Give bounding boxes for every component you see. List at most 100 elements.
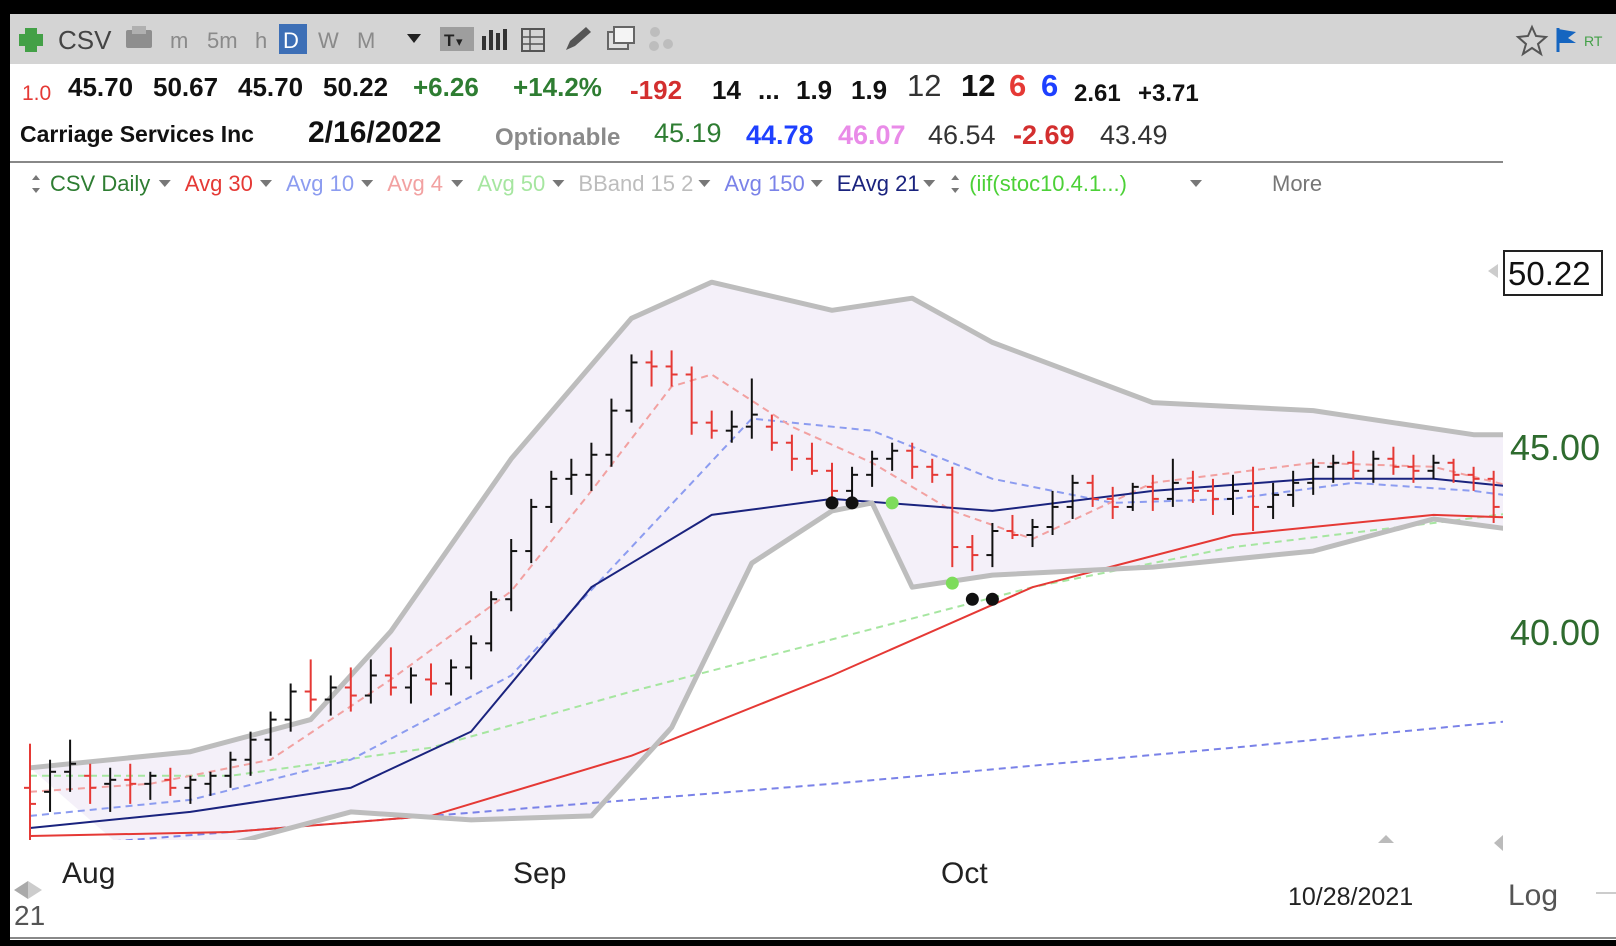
ohlc-bar [585,442,598,491]
quote-change-pct: +14.2% [513,72,602,102]
ohlc-bar [64,739,77,792]
ohlc-bar [1367,450,1380,483]
ohlc-bar [1467,466,1480,491]
legend-item[interactable]: BBand 15 2 [578,171,693,196]
ohlc-bar [1487,470,1500,523]
ohlc-bar [1267,482,1280,519]
quote-v4: 1.9 [851,75,887,105]
date-label: 10/28/2021 [1288,883,1413,911]
legend-item[interactable]: EAvg 21 [837,171,920,196]
text-toggle-icon[interactable]: T ▾ [440,27,474,51]
ohlc-bar [545,470,558,523]
share-icon[interactable] [649,27,673,51]
legend-dropdown-icon[interactable] [260,180,272,187]
plus-icon[interactable] [19,28,43,52]
legend-more[interactable]: More [1272,171,1322,196]
rt-label[interactable]: RT [1584,33,1603,49]
legend-item[interactable]: Avg 10 [286,171,354,196]
ohlc-bar [1227,474,1239,515]
legend-item[interactable]: Avg 4 [387,171,443,196]
toolbar-symbol[interactable]: CSV [58,25,112,55]
quote-v5: 12 [907,68,941,103]
ohlc-bar [264,711,277,756]
quote-ellipsis: ... [758,75,780,105]
legend-sort-icon[interactable] [32,175,40,193]
price-axis: 45.00 40.00 50.22 [1488,250,1603,653]
scroll-up-icon[interactable] [1378,835,1394,843]
ohlc-bar [164,767,177,796]
volume-scale: 1.0 [22,82,51,105]
legend-dropdown-icon[interactable] [810,180,823,187]
legend-item[interactable]: CSV Daily [50,171,150,196]
ohlc-bar [425,663,437,696]
info-p4: 46.54 [928,120,996,150]
signal-dot-black [965,592,979,606]
dropdown-icon[interactable] [407,34,421,43]
legend-dropdown-icon[interactable] [552,180,565,187]
legend-dropdown-icon[interactable] [698,180,711,187]
star-icon[interactable] [1515,24,1549,57]
legend-dropdown-icon[interactable] [158,180,171,187]
legend-item[interactable]: (iif(stoc10.4.1...) [969,171,1127,196]
scroll-arrows-icon[interactable] [14,881,42,899]
flag-icon[interactable] [1556,28,1576,52]
ohlc-bar [745,378,758,439]
ohlc-bar [926,458,939,483]
ohlc-bar [1347,450,1360,479]
ohlc-bar [44,759,57,812]
ohlc-bar [625,354,638,423]
interval-button-h[interactable]: h [255,28,267,53]
ohlc-bar [84,763,97,804]
toolbar [10,14,1616,64]
quote-v2: 14 [712,75,741,105]
ohlc-bar [485,591,498,652]
window-icon[interactable] [607,26,635,50]
ohlc-bar [1287,470,1300,507]
table-icon[interactable] [521,28,545,52]
legend-dropdown-icon[interactable] [451,180,464,187]
info-row: Carriage Services Inc 2/16/2022 Optionab… [20,116,1168,151]
legend-sort-icon[interactable] [951,175,960,193]
ohlc-bar [124,763,137,804]
ohlc-bar [966,535,979,572]
log-toggle[interactable]: Log [1508,879,1558,912]
ohlc-bar [1046,490,1059,536]
ohlc-bar [785,434,798,471]
quote-close: 50.22 [323,72,388,102]
legend-dropdown-icon[interactable] [1190,180,1202,187]
printer-icon[interactable] [126,26,152,48]
ohlc-bar [1146,474,1159,511]
ohlc-bar [1066,474,1079,519]
ohlc-bar [866,450,879,487]
signal-dot-green [885,496,899,510]
ohlc-bar [244,731,257,776]
legend-item[interactable]: Avg 150 [724,171,804,196]
ohlc-bar [304,659,317,712]
bband-fill [30,282,1503,840]
interval-button-M[interactable]: M [357,28,375,53]
svg-text:▾: ▾ [456,34,463,49]
avg10-line [29,417,1503,817]
bar-chart-icon[interactable] [482,29,507,50]
interval-button-D[interactable]: D [283,28,299,53]
month-sep: Sep [513,857,566,890]
plot-area [24,279,1503,840]
ohlc-bar [1006,514,1019,540]
legend-dropdown-icon[interactable] [923,180,936,187]
interval-button-5m[interactable]: 5m [207,28,238,53]
ohlc-bar [946,466,959,568]
legend-item[interactable]: Avg 50 [477,171,545,196]
interval-button-W[interactable]: W [318,28,339,53]
info-p3: 46.07 [838,120,906,150]
legend-dropdown-icon[interactable] [361,180,374,187]
scroll-left-icon[interactable] [1494,835,1503,851]
pencil-icon[interactable] [566,27,591,50]
ohlc-bar [1327,454,1340,483]
ohlc-bar [565,458,578,495]
ohlc-bar [765,414,778,451]
ohlc-bar [665,350,678,387]
legend-item[interactable]: Avg 30 [185,171,253,196]
interval-button-m[interactable]: m [170,28,188,53]
ohlc-bar [364,659,377,704]
